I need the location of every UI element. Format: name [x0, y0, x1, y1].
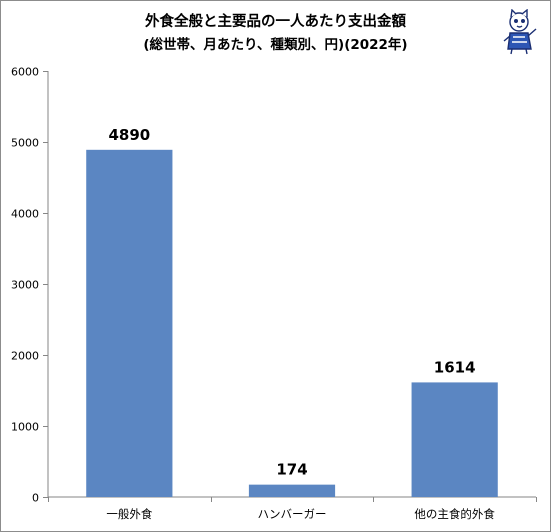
chart-title: 外食全般と主要品の一人あたり支出金額 [145, 14, 406, 30]
y-tick-label: 5000 [11, 137, 39, 150]
x-tick-label: 一般外食 [106, 507, 152, 521]
y-tick-label: 0 [32, 492, 39, 505]
data-label: 1614 [434, 358, 476, 376]
x-tick-label: 他の主食的外食 [414, 507, 495, 521]
bar [86, 149, 173, 497]
bar [411, 382, 498, 497]
data-label: 174 [276, 461, 307, 479]
y-tick-label: 6000 [11, 66, 39, 79]
y-tick-label: 4000 [11, 208, 39, 221]
y-tick-label: 3000 [11, 279, 39, 292]
cat-mascot-icon [503, 9, 537, 55]
y-tick-label: 2000 [11, 350, 39, 363]
y-tick-label: 1000 [11, 421, 39, 434]
x-tick-label: ハンバーガー [258, 507, 327, 521]
chart-subtitle: (総世帯、月あたり、種類別、円)(2022年) [143, 37, 408, 53]
data-label: 4890 [108, 126, 150, 144]
bar [248, 484, 336, 497]
